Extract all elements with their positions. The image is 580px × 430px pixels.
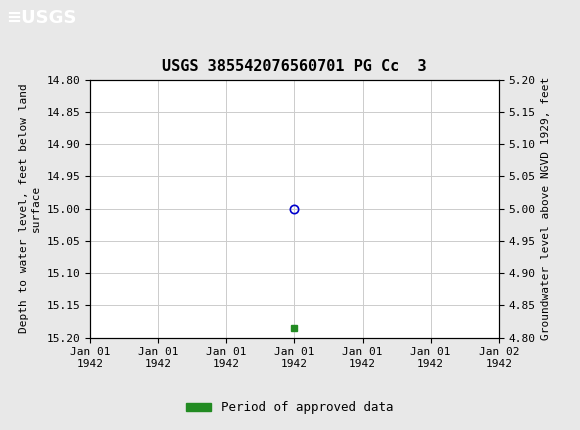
Y-axis label: Groundwater level above NGVD 1929, feet: Groundwater level above NGVD 1929, feet xyxy=(541,77,551,340)
Y-axis label: Depth to water level, feet below land
surface: Depth to water level, feet below land su… xyxy=(19,84,41,333)
Text: ≡USGS: ≡USGS xyxy=(6,9,77,27)
Legend: Period of approved data: Period of approved data xyxy=(181,396,399,419)
Title: USGS 385542076560701 PG Cc  3: USGS 385542076560701 PG Cc 3 xyxy=(162,59,427,74)
